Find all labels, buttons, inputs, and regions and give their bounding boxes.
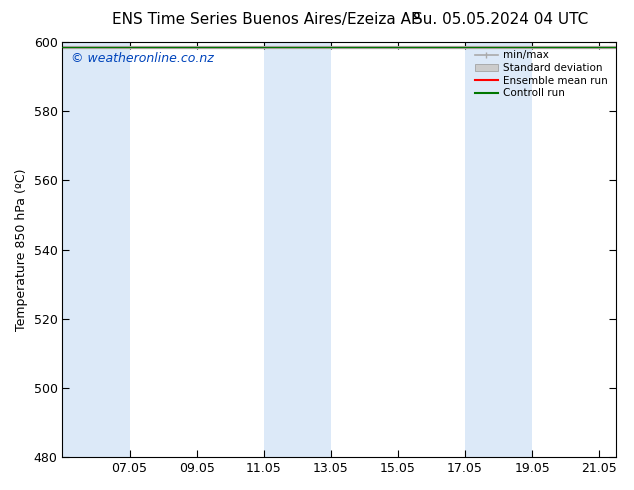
Bar: [465, 42, 532, 457]
Y-axis label: Temperature 850 hPa (ºC): Temperature 850 hPa (ºC): [15, 169, 28, 331]
Text: Su. 05.05.2024 04 UTC: Su. 05.05.2024 04 UTC: [413, 12, 588, 27]
Legend: min/max, Standard deviation, Ensemble mean run, Controll run: min/max, Standard deviation, Ensemble me…: [472, 47, 611, 101]
Bar: [264, 42, 331, 457]
Text: © weatheronline.co.nz: © weatheronline.co.nz: [71, 52, 214, 66]
Text: ENS Time Series Buenos Aires/Ezeiza AP: ENS Time Series Buenos Aires/Ezeiza AP: [112, 12, 420, 27]
Bar: [62, 42, 129, 457]
